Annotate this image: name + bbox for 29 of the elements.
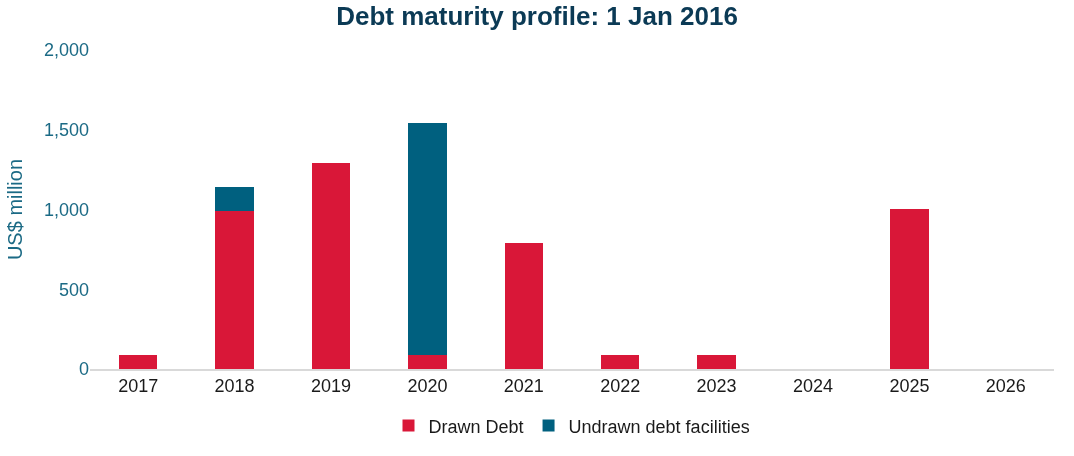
x-tick-label: 2026 <box>985 376 1026 397</box>
bar <box>311 163 351 369</box>
bar <box>118 355 158 369</box>
x-tick-label: 2024 <box>792 376 834 397</box>
x-tick-label: 2019 <box>310 376 352 397</box>
bar <box>408 355 447 369</box>
bar <box>697 355 736 369</box>
bar <box>504 243 544 369</box>
y-axis-title: US$ million <box>4 158 27 261</box>
x-tick-label: 2020 <box>407 376 448 397</box>
legend-label: Undrawn debt facilities <box>568 416 750 437</box>
y-tick-label: 1,000 <box>43 199 89 220</box>
bar <box>215 187 254 212</box>
x-tick-label: 2021 <box>503 376 544 397</box>
bar <box>215 211 254 369</box>
y-tick-label: 500 <box>58 279 89 300</box>
bar <box>890 208 929 369</box>
x-tick-label: 2025 <box>889 376 930 397</box>
y-tick-label: 1,500 <box>43 120 89 141</box>
x-tick-label: 2017 <box>118 376 159 397</box>
x-tick-label: 2023 <box>696 376 737 397</box>
legend-label: Drawn Debt <box>428 416 524 437</box>
y-tick-label: 0 <box>78 359 89 380</box>
x-tick-label: 2022 <box>600 376 641 397</box>
bar <box>408 123 447 356</box>
bar <box>600 355 640 369</box>
x-tick-label: 2018 <box>214 376 255 397</box>
y-tick-label: 2,000 <box>43 40 89 61</box>
chart-title: Debt maturity profile: 1 Jan 2016 <box>336 1 738 32</box>
